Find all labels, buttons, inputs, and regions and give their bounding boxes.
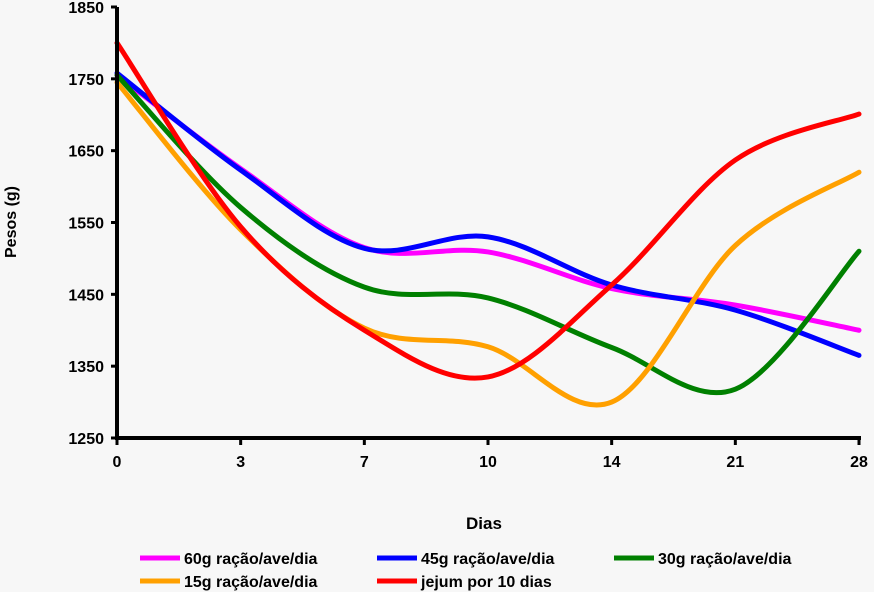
y-tick-label: 1750: [68, 72, 104, 89]
x-axis-label: Dias: [466, 514, 502, 533]
x-tick-label: 28: [850, 454, 868, 471]
series-line-2: [114, 72, 862, 396]
x-ticks: 0 3 7 10 14 21 28: [113, 438, 868, 471]
series-line-3: [114, 79, 862, 408]
y-ticks: 1250 1350 1450 1550 1650 1750 1850: [68, 0, 117, 448]
y-tick-label: 1650: [68, 144, 104, 161]
y-tick-label: 1250: [68, 431, 104, 448]
series-line-4: [114, 40, 862, 381]
x-tick-label: 7: [360, 454, 369, 471]
legend-label: 30g ração/ave/dia: [658, 551, 792, 568]
legend-label: jejum por 10 dias: [420, 574, 552, 591]
legend-label: 45g ração/ave/dia: [421, 551, 555, 568]
y-axis-label: Pesos (g): [3, 186, 20, 258]
series-layer: [114, 40, 862, 408]
x-tick-label: 21: [726, 454, 744, 471]
series-line-1: [114, 70, 862, 358]
y-tick-label: 1550: [68, 216, 104, 233]
legend-label: 15g ração/ave/dia: [184, 574, 318, 591]
series-line-0: [114, 72, 862, 333]
y-tick-label: 1450: [68, 287, 104, 304]
x-tick-label: 3: [236, 454, 245, 471]
x-tick-label: 10: [479, 454, 497, 471]
legend: 60g ração/ave/dia 45g ração/ave/dia 30g ra…: [140, 551, 792, 591]
x-tick-label: 0: [113, 454, 122, 471]
y-tick-label: 1350: [68, 359, 104, 376]
y-tick-label: 1850: [68, 0, 104, 17]
legend-label: 60g ração/ave/dia: [184, 551, 318, 568]
x-tick-label: 14: [603, 454, 621, 471]
